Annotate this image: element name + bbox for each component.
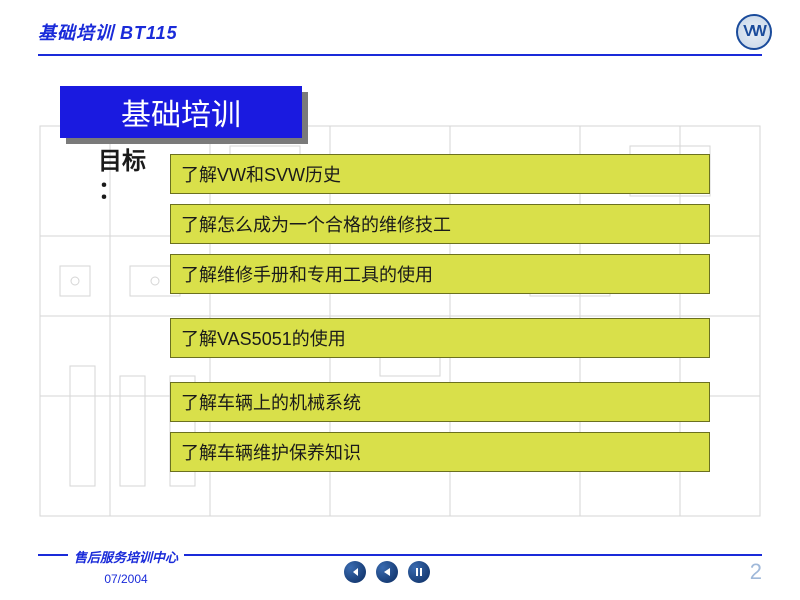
goals-label-text: 目标: [98, 148, 146, 175]
play-back-icon: [382, 567, 392, 577]
nav-first-button[interactable]: [344, 561, 366, 583]
header-title: 基础培训 BT115: [38, 19, 178, 45]
goal-item: 了解VW和SVW历史: [170, 154, 710, 194]
footer-date: 07/2004: [68, 572, 184, 586]
footer-org: 售后服务培训中心: [68, 550, 184, 565]
nav-buttons: [344, 561, 430, 583]
group-gap: [170, 368, 710, 382]
footer-left: 售后服务培训中心 07/2004: [68, 558, 184, 586]
goal-item: 了解车辆上的机械系统: [170, 382, 710, 422]
logo-text: VW: [743, 23, 765, 41]
slide-header: 基础培训 BT115 VW: [0, 0, 800, 54]
nav-pause-button[interactable]: [408, 561, 430, 583]
footer-row: 售后服务培训中心 07/2004 2: [38, 558, 762, 586]
pause-icon: [414, 567, 424, 577]
goals-list: 了解VW和SVW历史了解怎么成为一个合格的维修技工了解维修手册和专用工具的使用了…: [170, 154, 710, 482]
goal-item: 了解怎么成为一个合格的维修技工: [170, 204, 710, 244]
skip-back-icon: [350, 567, 360, 577]
goals-label: 目标 ：: [98, 148, 146, 206]
goals-label-colon: ：: [98, 177, 146, 206]
goal-item: 了解VAS5051的使用: [170, 318, 710, 358]
goal-item: 了解车辆维护保养知识: [170, 432, 710, 472]
group-gap: [170, 304, 710, 318]
vw-logo-icon: VW: [736, 14, 772, 50]
slide-content: 基础培训 目标 ： 了解VW和SVW历史了解怎么成为一个合格的维修技工了解维修手…: [30, 76, 770, 526]
nav-prev-button[interactable]: [376, 561, 398, 583]
header-divider: [38, 54, 762, 56]
page-number: 2: [750, 559, 762, 585]
slide-footer: 售后服务培训中心 07/2004 2: [0, 554, 800, 586]
slide-title: 基础培训: [60, 86, 302, 138]
goal-item: 了解维修手册和专用工具的使用: [170, 254, 710, 294]
